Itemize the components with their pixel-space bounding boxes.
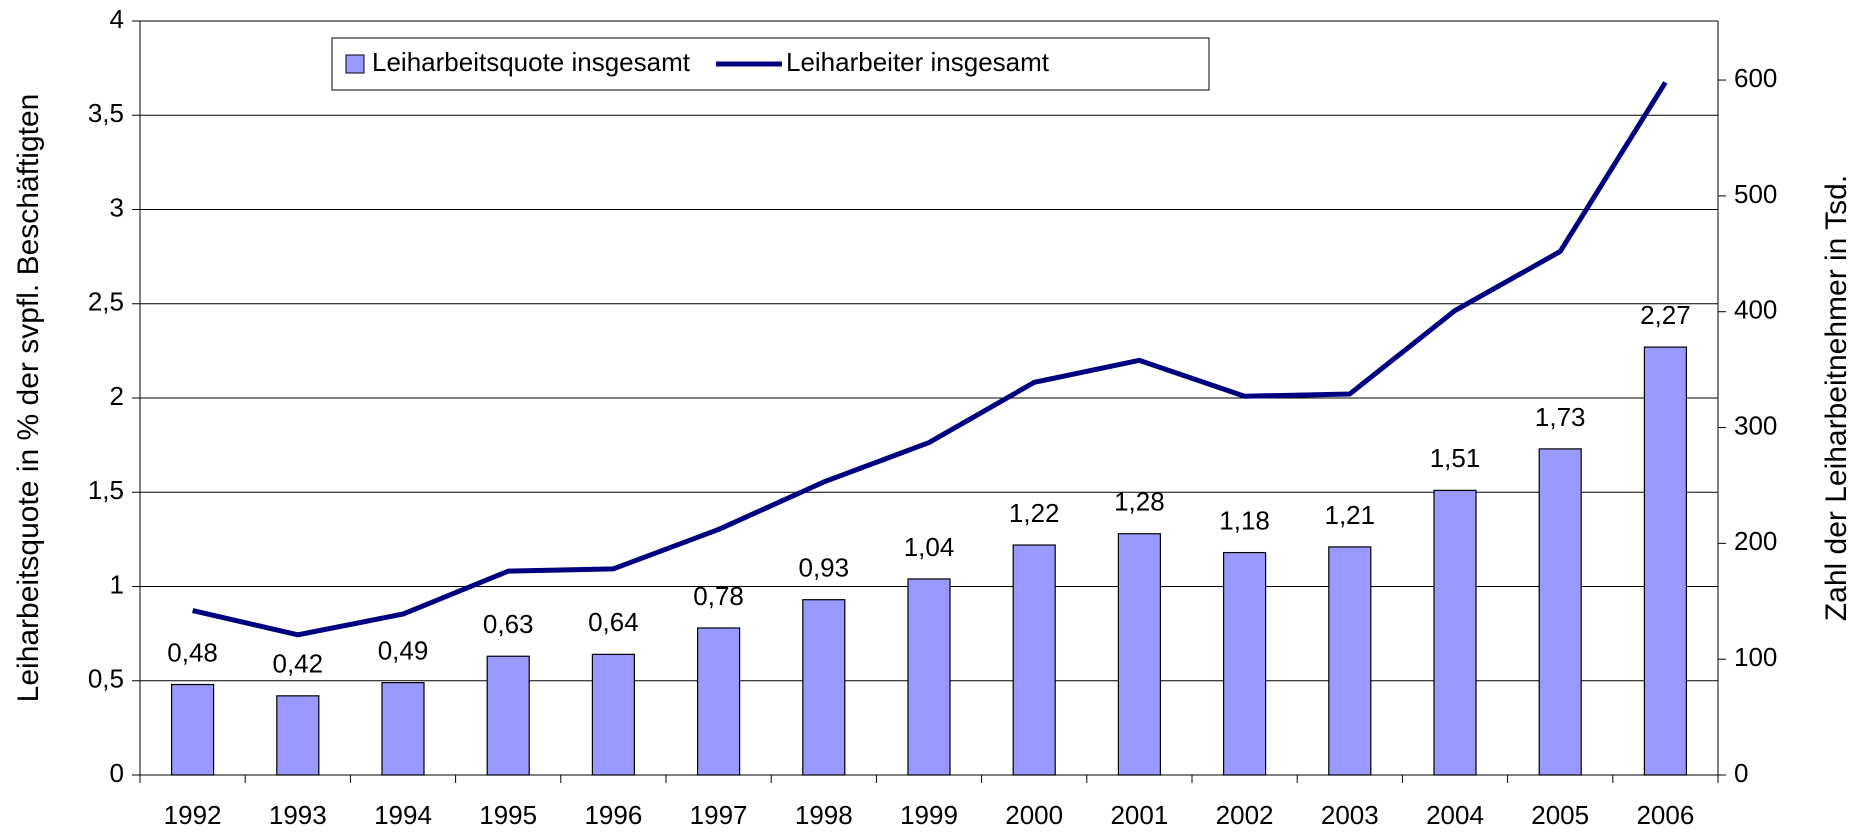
- bar: [907, 578, 951, 776]
- bar: [1433, 489, 1477, 776]
- data-label: 1,51: [1430, 443, 1481, 473]
- y-tick-label: 0,5: [88, 664, 124, 694]
- y-tick-label: 0: [110, 758, 124, 788]
- y-tick-label: 2,5: [88, 287, 124, 317]
- x-tick-label: 2006: [1636, 800, 1694, 830]
- data-label: 1,73: [1535, 402, 1586, 432]
- x-tick-label: 1997: [690, 800, 748, 830]
- y2-axis-label: Zahl der Leiharbeitnehmer in Tsd.: [1820, 175, 1853, 621]
- y-tick-label: 1: [110, 569, 124, 599]
- x-tick-label: 1996: [584, 800, 642, 830]
- y2-tick-label: 0: [1734, 758, 1748, 788]
- data-label: 2,27: [1640, 300, 1691, 330]
- y2-tick-label: 600: [1734, 63, 1777, 93]
- data-label: 1,22: [1009, 498, 1060, 528]
- data-label: 0,78: [693, 581, 744, 611]
- y-tick-label: 4: [110, 4, 124, 34]
- y-tick-label: 3,5: [88, 98, 124, 128]
- y-tick-label: 3: [110, 192, 124, 222]
- bar: [802, 599, 846, 776]
- x-tick-label: 1995: [479, 800, 537, 830]
- legend-label: Leiharbeiter insgesamt: [786, 47, 1050, 77]
- legend-swatch: [345, 54, 365, 74]
- bar: [381, 682, 425, 776]
- x-tick-label: 1998: [795, 800, 853, 830]
- x-tick-label: 1992: [164, 800, 222, 830]
- bar: [1222, 551, 1267, 776]
- line: [192, 81, 1668, 638]
- x-tick-label: 2004: [1426, 800, 1484, 830]
- bar: [486, 655, 530, 776]
- y2-tick-label: 500: [1734, 179, 1777, 209]
- data-label: 1,18: [1219, 505, 1270, 535]
- bar: [276, 695, 320, 776]
- x-tick-label: 2001: [1110, 800, 1168, 830]
- y2-tick-label: 400: [1734, 295, 1777, 325]
- bar: [1328, 546, 1372, 776]
- y2-tick-label: 100: [1734, 642, 1777, 672]
- data-label: 0,42: [272, 649, 323, 679]
- y-tick-label: 2: [110, 381, 124, 411]
- x-tick-label: 1993: [269, 800, 327, 830]
- data-label: 1,04: [904, 532, 955, 562]
- data-label: 0,49: [378, 636, 429, 666]
- data-label: 1,21: [1324, 500, 1375, 530]
- x-tick-label: 2003: [1321, 800, 1379, 830]
- bar: [591, 653, 636, 776]
- legend-label: Leiharbeitsquote insgesamt: [372, 47, 691, 77]
- y2-tick-label: 300: [1734, 410, 1777, 440]
- bar: [171, 683, 215, 776]
- x-tick-label: 2005: [1531, 800, 1589, 830]
- x-tick-label: 2002: [1216, 800, 1274, 830]
- bar: [696, 627, 741, 776]
- x-tick-label: 2000: [1005, 800, 1063, 830]
- data-label: 0,64: [588, 607, 639, 637]
- x-tick-label: 1994: [374, 800, 432, 830]
- y2-tick-label: 200: [1734, 526, 1777, 556]
- y-tick-label: 1,5: [88, 475, 124, 505]
- data-label: 0,48: [167, 637, 218, 667]
- bar: [1117, 533, 1162, 776]
- data-label: 1,28: [1114, 487, 1165, 517]
- bar: [1643, 346, 1688, 776]
- bar: [1538, 448, 1582, 776]
- x-tick-label: 1999: [900, 800, 958, 830]
- bar: [1012, 544, 1056, 776]
- y-axis-label: Leiharbeitsquote in % der svpfl. Beschäf…: [12, 94, 45, 703]
- data-label: 0,63: [483, 609, 534, 639]
- data-label: 0,93: [798, 553, 849, 583]
